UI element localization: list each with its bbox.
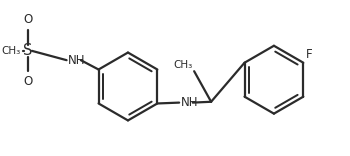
Text: S: S [23, 43, 33, 58]
Text: O: O [23, 13, 33, 26]
Text: CH₃: CH₃ [2, 46, 21, 56]
Text: NH: NH [181, 96, 198, 109]
Text: F: F [306, 48, 313, 61]
Text: O: O [23, 75, 33, 88]
Text: CH₃: CH₃ [173, 59, 193, 70]
Text: NH: NH [68, 54, 86, 67]
